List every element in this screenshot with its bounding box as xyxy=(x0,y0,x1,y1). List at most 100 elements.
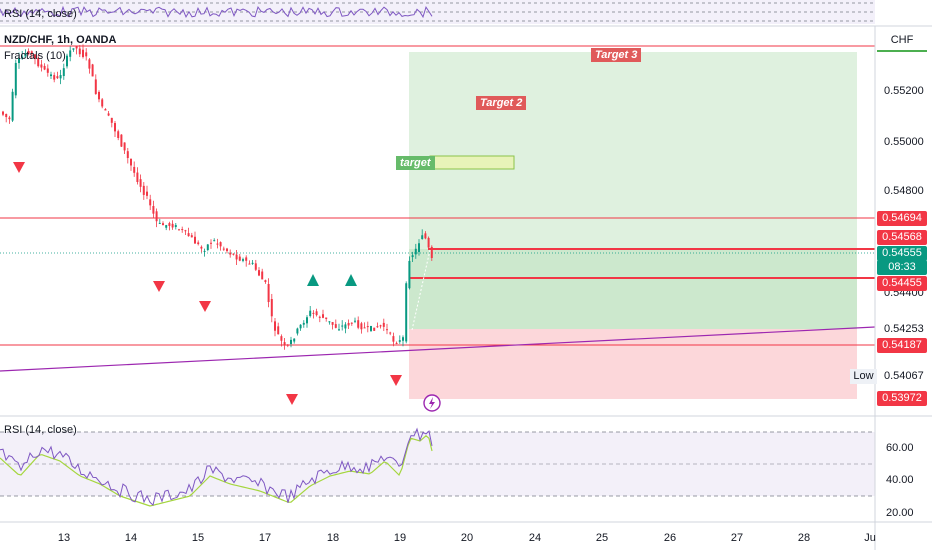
candle-body xyxy=(235,254,238,260)
rsi-indicator-label[interactable]: RSI (14, close) xyxy=(4,424,77,436)
candle-body xyxy=(325,317,328,319)
target-3-label[interactable]: Target 3 xyxy=(591,48,642,62)
candles xyxy=(2,44,433,350)
candle-countdown: 08:33 xyxy=(877,260,927,275)
candle-body xyxy=(334,324,337,328)
candle-body xyxy=(216,243,219,245)
candle-body xyxy=(30,51,33,55)
candle-body xyxy=(50,74,52,77)
candle-body xyxy=(299,324,302,329)
candle-body xyxy=(414,248,417,255)
candle-body xyxy=(379,325,382,327)
candle-body xyxy=(46,68,49,73)
candle-body xyxy=(421,235,424,240)
rsi-ma-line xyxy=(0,435,433,507)
candle-body xyxy=(408,260,411,289)
candle-body xyxy=(293,338,296,342)
candle-body xyxy=(251,262,254,264)
candle-body xyxy=(120,134,123,147)
candle-body xyxy=(155,211,158,222)
date-tick: 18 xyxy=(326,532,340,544)
candle-body xyxy=(245,257,248,261)
candle-body xyxy=(286,344,289,346)
candle-body xyxy=(24,53,27,57)
date-tick: 25 xyxy=(595,532,609,544)
target-label[interactable]: target xyxy=(396,156,435,170)
candle-body xyxy=(107,113,110,116)
candle-body xyxy=(187,233,190,237)
candle-body xyxy=(280,336,283,341)
candle-body xyxy=(8,117,11,120)
candle-body xyxy=(238,256,241,261)
candle-body xyxy=(306,317,308,324)
candle-body xyxy=(174,225,177,227)
candle-body xyxy=(43,65,46,70)
candle-body xyxy=(267,283,270,303)
candle-body xyxy=(149,199,152,206)
candle-body xyxy=(376,326,379,328)
target-2-label[interactable]: Target 2 xyxy=(476,96,527,110)
candle-body xyxy=(392,336,395,342)
candle-body xyxy=(229,252,232,255)
candle-body xyxy=(357,320,360,328)
candle-body xyxy=(283,342,286,346)
candle-body xyxy=(142,185,145,195)
candle-body xyxy=(213,240,216,242)
lightning-icon[interactable] xyxy=(423,394,441,412)
candle-body xyxy=(94,79,97,94)
candle-body xyxy=(405,283,408,342)
candle-body xyxy=(59,75,62,79)
date-tick: 14 xyxy=(124,532,138,544)
candle-body xyxy=(206,244,209,251)
candle-body xyxy=(110,117,113,123)
candle-body xyxy=(370,325,372,331)
price-tick: 0.54253 xyxy=(884,323,924,335)
price-tick: 0.55200 xyxy=(884,85,924,97)
fractals-indicator-label[interactable]: Fractals (10) xyxy=(4,50,66,62)
date-tick: 20 xyxy=(460,532,474,544)
candle-body xyxy=(165,225,168,228)
candle-body xyxy=(382,322,385,327)
candle-body xyxy=(162,223,164,226)
candle-body xyxy=(78,48,81,55)
symbol-title[interactable]: NZD/CHF, 1h, OANDA xyxy=(4,34,117,46)
candle-body xyxy=(56,76,59,79)
candle-body xyxy=(395,342,398,344)
candle-body xyxy=(126,151,129,159)
price-tag-54455: 0.54455 xyxy=(877,276,927,291)
candle-body xyxy=(34,54,36,59)
trendline[interactable] xyxy=(0,326,876,372)
candle-body xyxy=(219,242,222,247)
top-rsi-line xyxy=(0,5,433,19)
candle-body xyxy=(75,46,78,49)
candle-body xyxy=(386,329,388,331)
candle-body xyxy=(277,326,280,335)
candle-body xyxy=(350,322,353,324)
currency-button[interactable]: CHF xyxy=(877,30,927,52)
candle-body xyxy=(11,91,14,121)
candle-body xyxy=(418,243,420,253)
date-tick: 15 xyxy=(191,532,205,544)
candle-body xyxy=(178,229,180,231)
candle-body xyxy=(190,235,193,238)
date-tick: 24 xyxy=(528,532,542,544)
candle-body xyxy=(114,123,116,132)
price-tag-54187: 0.54187 xyxy=(877,338,927,353)
candle-body xyxy=(66,55,68,67)
candle-body xyxy=(254,263,257,270)
candle-body xyxy=(315,311,318,316)
candle-body xyxy=(200,246,203,249)
candle-body xyxy=(53,75,56,80)
fractal-down-marker xyxy=(13,162,25,173)
fractal-down-marker xyxy=(286,394,298,405)
candle-body xyxy=(248,263,251,265)
candle-body xyxy=(2,111,4,115)
candle-body xyxy=(168,223,171,226)
fractal-down-marker xyxy=(153,281,165,292)
fractal-up-marker xyxy=(345,274,357,286)
candle-body xyxy=(5,113,8,118)
target-box[interactable] xyxy=(429,155,515,170)
current-price-tag: 0.54555 xyxy=(877,246,927,261)
candle-body xyxy=(398,340,401,342)
